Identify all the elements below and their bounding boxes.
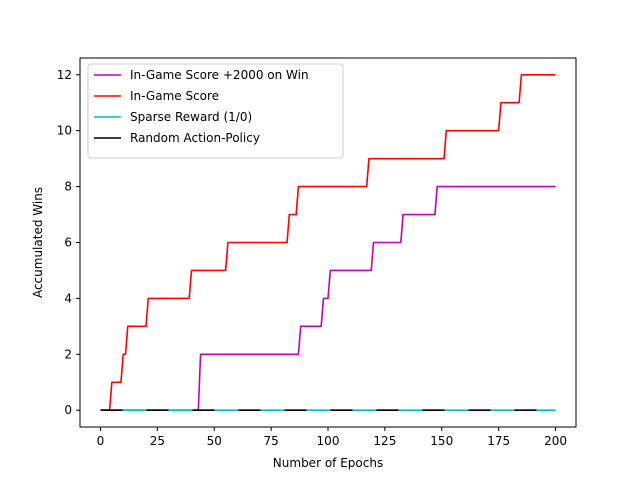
x-tick-label: 0 [97,434,105,448]
series-line-in-game-score-2000-on-win [100,185,556,412]
legend: In-Game Score +2000 on Win In-Game Score S… [87,63,344,159]
y-tick-label: 6 [64,236,72,250]
x-tick-label: 125 [373,434,396,448]
x-tick-label: 150 [430,434,453,448]
legend-label: Sparse Reward (1/0) [130,110,252,124]
plot-lines [100,73,556,412]
y-tick-label: 4 [64,291,72,305]
y-axis: 0 2 4 6 8 10 12 [57,68,80,417]
x-tick-label: 75 [263,434,278,448]
x-tick-label: 25 [150,434,165,448]
y-tick-label: 0 [64,403,72,417]
x-tick-label: 200 [544,434,567,448]
x-axis-label: Number of Epochs [273,456,383,470]
y-axis-label: Accumulated Wins [31,187,45,298]
x-tick-label: 175 [487,434,510,448]
legend-label: In-Game Score [130,89,219,103]
y-tick-label: 8 [64,180,72,194]
x-tick-label: 100 [317,434,340,448]
series-line-in-game-score [100,73,556,412]
y-tick-label: 12 [57,68,72,82]
x-axis: 0 25 50 75 100 125 150 175 200 [97,427,567,448]
legend-label: In-Game Score +2000 on Win [130,68,309,82]
legend-box [87,63,344,159]
y-tick-label: 10 [57,124,72,138]
y-tick-label: 2 [64,347,72,361]
x-tick-label: 50 [207,434,222,448]
legend-label: Random Action-Policy [130,131,260,145]
